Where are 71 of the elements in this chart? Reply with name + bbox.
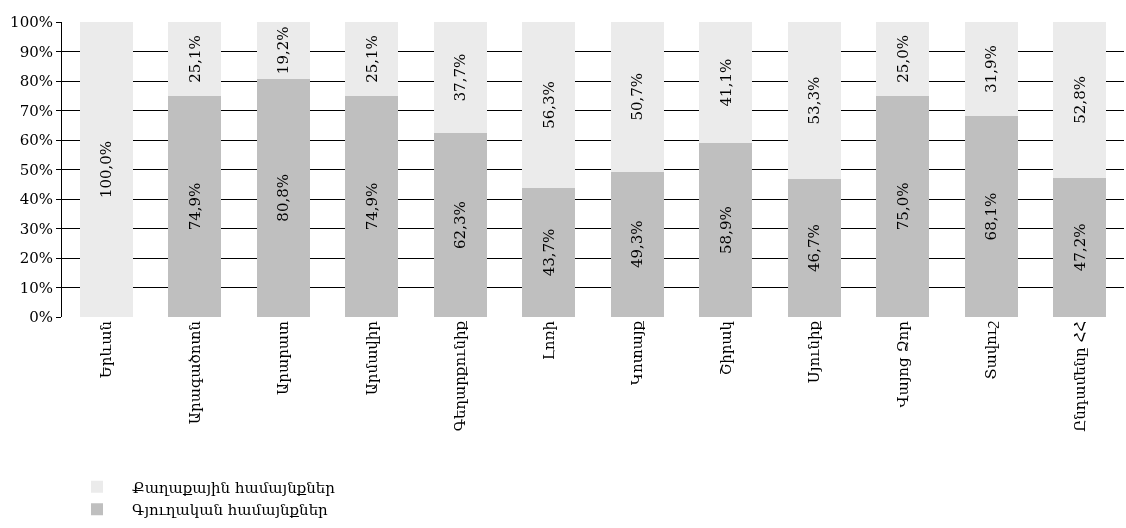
data-label: 43,7% bbox=[539, 228, 558, 277]
bar bbox=[256, 22, 310, 79]
x-tick-label: Գեղարքունիք bbox=[451, 320, 470, 432]
bar bbox=[787, 179, 841, 317]
x-tick-label: Վայոց Ձոր bbox=[893, 320, 912, 408]
x-tick-label: Երևան bbox=[97, 320, 116, 379]
data-label: 74,9% bbox=[185, 182, 204, 231]
x-tick-label: Տավուշ bbox=[982, 320, 1001, 380]
data-label: 53,3% bbox=[805, 76, 824, 125]
bar bbox=[699, 22, 753, 144]
y-tick-label: 60% bbox=[19, 131, 53, 150]
data-label: 68,1% bbox=[982, 192, 1001, 241]
data-label: 80,8% bbox=[274, 173, 293, 222]
data-label: 25,1% bbox=[185, 35, 204, 83]
bar bbox=[964, 22, 1018, 117]
bar bbox=[699, 143, 753, 317]
bar bbox=[433, 22, 487, 134]
y-tick-label: 100% bbox=[10, 13, 53, 32]
bar bbox=[876, 95, 930, 317]
bar bbox=[522, 22, 576, 189]
legend-label: Քաղաքային համայնքներ bbox=[132, 478, 336, 497]
x-tick-label: Շիրակ bbox=[716, 321, 735, 376]
bar bbox=[1053, 22, 1107, 178]
x-tick-label: Լոռի bbox=[539, 320, 558, 361]
bar bbox=[79, 22, 133, 317]
data-label: 100,0% bbox=[97, 140, 116, 199]
bar bbox=[610, 171, 664, 317]
data-label: 74,9% bbox=[362, 182, 381, 231]
data-label: 52,8% bbox=[1070, 76, 1089, 124]
y-tick-label: 80% bbox=[19, 72, 53, 91]
y-tick-label: 30% bbox=[19, 219, 53, 238]
data-label: 25,1% bbox=[362, 35, 381, 83]
data-label: 62,3% bbox=[451, 201, 470, 249]
data-label: 19,2% bbox=[274, 26, 293, 75]
bar bbox=[168, 22, 222, 97]
bar bbox=[345, 22, 399, 97]
data-label: 75,0% bbox=[893, 182, 912, 231]
bar bbox=[876, 22, 930, 96]
x-tick-label: Արմավիր bbox=[362, 320, 381, 396]
data-label: 31,9% bbox=[982, 45, 1001, 93]
bar bbox=[345, 96, 399, 317]
x-tick-label: Արարատ bbox=[274, 320, 293, 395]
y-tick-label: 70% bbox=[19, 101, 53, 120]
bar bbox=[610, 22, 664, 172]
y-tick-label: 10% bbox=[19, 278, 53, 297]
data-label: 56,3% bbox=[539, 81, 558, 129]
bar bbox=[433, 133, 487, 317]
data-label: 25,0% bbox=[893, 35, 912, 83]
data-label: 58,9% bbox=[716, 206, 735, 254]
bar bbox=[787, 22, 841, 180]
data-label: 49,3% bbox=[628, 220, 647, 269]
data-label: 41,1% bbox=[716, 58, 735, 107]
bar bbox=[964, 116, 1018, 317]
data-label: 46,7% bbox=[805, 224, 824, 272]
y-tick-label: 50% bbox=[19, 160, 53, 179]
bar bbox=[1053, 177, 1107, 317]
bar bbox=[256, 78, 310, 317]
data-label: 50,7% bbox=[628, 72, 647, 121]
y-tick-label: 90% bbox=[19, 42, 53, 61]
bar bbox=[522, 188, 576, 317]
data-label: 47,2% bbox=[1070, 223, 1089, 272]
bar bbox=[168, 96, 222, 317]
x-tick-label: Սյունիք bbox=[805, 320, 824, 384]
data-label: 37,7% bbox=[451, 53, 470, 102]
legend-label: Գյուղական համայնքներ bbox=[132, 501, 329, 519]
y-tick-label: 40% bbox=[19, 190, 53, 209]
x-tick-label: Կոտայք bbox=[628, 320, 647, 386]
y-tick-label: 0% bbox=[29, 308, 53, 327]
x-tick-label: Ընդամենը ՀՀ bbox=[1070, 321, 1089, 432]
x-tick-label: Արագածոտն bbox=[185, 320, 204, 425]
y-tick-label: 20% bbox=[19, 249, 53, 268]
